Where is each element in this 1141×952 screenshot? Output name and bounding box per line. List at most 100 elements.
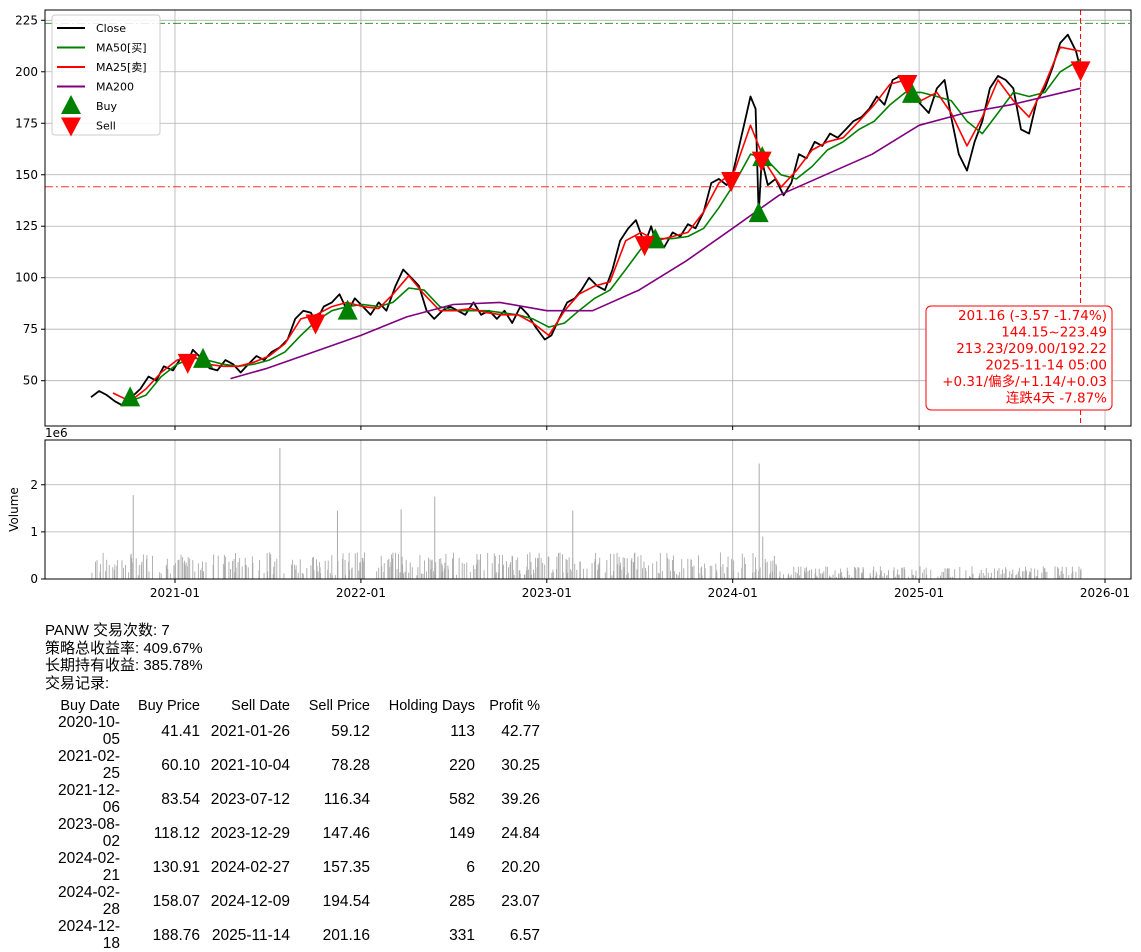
volume-bar [754, 571, 756, 579]
volume-bar [320, 573, 322, 579]
volume-bar [506, 561, 507, 579]
volume-bar [469, 572, 471, 579]
volume-bar [456, 574, 458, 579]
volume-bar [823, 571, 825, 579]
volume-bar [441, 565, 443, 579]
trade-cell: 113 [450, 722, 475, 740]
volume-bar [922, 572, 924, 579]
volume-bar [764, 558, 766, 579]
volume-bar [512, 570, 514, 579]
volume-bar [595, 552, 597, 579]
volume-bar [269, 557, 271, 579]
volume-bar [970, 576, 971, 579]
volume-bar [510, 562, 512, 579]
trade-cell: 30.25 [501, 756, 540, 774]
volume-bar [95, 561, 96, 579]
trade-cell: 59.12 [331, 722, 370, 740]
volume-bar [806, 567, 807, 579]
volume-bar [1009, 571, 1011, 579]
volume-bar [547, 556, 549, 579]
legend-label: Buy [96, 100, 118, 113]
volume-bar [732, 570, 734, 579]
volume-bar [858, 567, 860, 579]
volume-bar [755, 557, 757, 579]
volume-spike-bar [572, 510, 574, 579]
price-panel-frame [44, 9, 1132, 427]
volume-bar [645, 570, 647, 579]
legend-box [51, 14, 161, 136]
volume-bar [937, 576, 939, 579]
volume-bar [555, 569, 557, 579]
volume-bar [472, 565, 474, 579]
volume-bar [952, 576, 954, 579]
volume-bar [1011, 573, 1013, 579]
volume-bar [351, 567, 353, 579]
volume-bar [1035, 576, 1037, 579]
info-box-frame [925, 305, 1113, 411]
volume-bar [113, 569, 115, 579]
volume-bar [869, 573, 871, 579]
volume-bar [969, 575, 970, 579]
volume-bar [299, 559, 301, 579]
volume-bar [616, 552, 618, 579]
volume-bar [715, 563, 717, 579]
sell-marker [897, 75, 918, 96]
volume-bar [862, 566, 864, 579]
volume-bar [915, 575, 916, 579]
trade-cell: 2023-07-12 [210, 790, 290, 808]
volume-bar [1061, 566, 1063, 579]
volume-bar [558, 553, 559, 579]
volume-bar [984, 575, 986, 579]
volume-bar [925, 567, 927, 579]
volume-bar [576, 569, 578, 579]
volume-bar [775, 565, 777, 579]
volume-bar [658, 573, 660, 579]
trade-cell: 42.77 [501, 722, 540, 740]
volume-bar [361, 557, 363, 579]
volume-bar [834, 570, 836, 579]
volume-bar [645, 567, 646, 579]
volume-bar [818, 568, 820, 579]
volume-bar [885, 575, 887, 579]
volume-bar [223, 554, 225, 579]
volume-bar [841, 571, 843, 579]
volume-bar [640, 555, 642, 579]
volume-ytick-label: 0 [30, 572, 38, 586]
volume-bar [634, 552, 636, 579]
volume-bar [570, 570, 572, 579]
volume-bar [773, 555, 775, 579]
volume-bar [787, 574, 789, 579]
volume-bar [565, 558, 567, 579]
volume-bar [1029, 571, 1031, 579]
volume-bar [744, 563, 746, 579]
volume-bar [673, 555, 675, 579]
volume-bar [483, 570, 485, 579]
trade-cell: 2024-12-09 [210, 892, 290, 910]
trade-cell: 118.12 [153, 824, 200, 842]
volume-bar [893, 570, 895, 579]
volume-bar [676, 573, 678, 579]
volume-bar [529, 552, 531, 579]
volume-bar [537, 558, 539, 579]
volume-bar [252, 562, 254, 579]
trade-row: 2024-02-21 130.91 2024-02-27 157.35 6 20.20 [45, 850, 540, 884]
buy-marker [120, 386, 141, 407]
volume-bar [661, 571, 663, 579]
volume-bar [205, 562, 207, 579]
volume-bar [570, 569, 572, 579]
volume-bar [509, 564, 511, 579]
trade-cell: 60.10 [161, 756, 200, 774]
date-tick-label: 2021-01 [150, 586, 200, 600]
volume-bar [1071, 566, 1073, 579]
volume-bar [474, 569, 476, 579]
volume-bar [512, 556, 514, 579]
info-box-line: 2025-11-14 05:00 [985, 358, 1107, 374]
volume-bar [419, 555, 421, 579]
volume-bar [1019, 576, 1021, 579]
volume-bar [422, 573, 424, 579]
volume-bar [199, 569, 201, 579]
volume-bar [501, 555, 503, 579]
volume-bar [798, 575, 800, 579]
volume-bar [452, 558, 453, 579]
trade-cell: 41.41 [161, 722, 200, 740]
